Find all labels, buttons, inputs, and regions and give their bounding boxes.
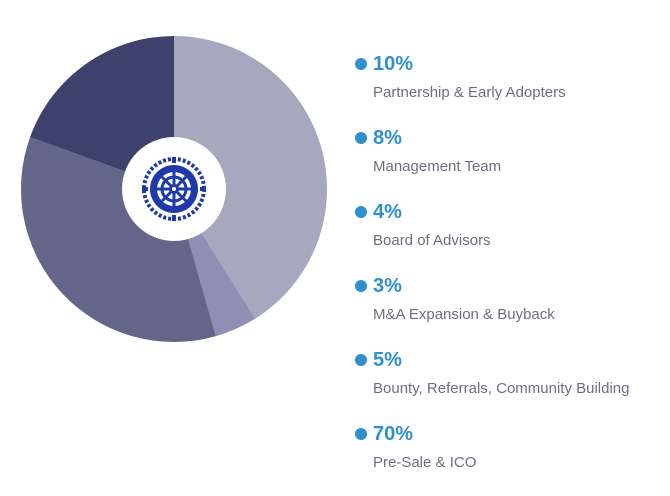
legend-value: 70% (373, 423, 414, 445)
legend-bullet-icon (355, 280, 367, 292)
legend: 10% Partnership & Early Adopters 8% Mana… (355, 52, 665, 496)
legend-label: Pre-Sale & ICO (373, 454, 477, 471)
ship-wheel-logo-icon (142, 157, 206, 221)
legend-bullet-icon (355, 132, 367, 144)
legend-item: 8% Management Team (355, 126, 665, 200)
legend-value: 5% (373, 349, 402, 371)
legend-value: 3% (373, 275, 402, 297)
pie-slice (30, 36, 174, 189)
legend-value: 10% (373, 53, 414, 75)
legend-bullet-icon (355, 428, 367, 440)
legend-value: 8% (373, 127, 402, 149)
legend-item: 70% Pre-Sale & ICO (355, 422, 665, 496)
legend-label: Management Team (373, 158, 502, 175)
pie-chart (21, 36, 327, 343)
legend-item: 3% M&A Expansion & Buyback (355, 274, 665, 348)
legend-item: 10% Partnership & Early Adopters (355, 52, 665, 126)
legend-item: 5% Bounty, Referrals, Community Building (355, 348, 665, 422)
legend-bullet-icon (355, 58, 367, 70)
legend-label: M&A Expansion & Buyback (373, 306, 555, 323)
pie-slice (174, 36, 327, 319)
legend-item: 4% Board of Advisors (355, 200, 665, 274)
legend-bullet-icon (355, 354, 367, 366)
legend-label: Bounty, Referrals, Community Building (373, 380, 630, 397)
legend-bullet-icon (355, 206, 367, 218)
legend-label: Board of Advisors (373, 232, 491, 249)
legend-value: 4% (373, 201, 402, 223)
legend-label: Partnership & Early Adopters (373, 84, 566, 101)
